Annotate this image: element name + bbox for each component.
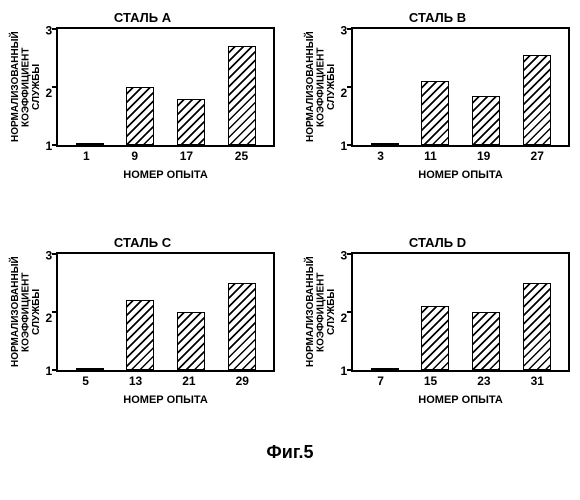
panel-grid: СТАЛЬ А НОРМАЛИЗОВАННЫЙ КОЭФФИЦИЕНТ СЛУЖ… — [10, 10, 570, 430]
ytick: 1 — [341, 140, 348, 152]
xtick: 21 — [182, 374, 195, 388]
xtick: 25 — [235, 149, 248, 163]
ytick: 1 — [46, 365, 53, 377]
ytick-mark — [52, 369, 58, 371]
panel-steel-a: СТАЛЬ А НОРМАЛИЗОВАННЫЙ КОЭФФИЦИЕНТ СЛУЖ… — [10, 10, 275, 205]
xtick: 31 — [531, 374, 544, 388]
bar — [421, 81, 449, 145]
x-axis-label: НОМЕР ОПЫТА — [351, 394, 570, 406]
panel-steel-d: СТАЛЬ D НОРМАЛИЗОВАННЫЙ КОЭФФИЦИЕНТ СЛУЖ… — [305, 235, 570, 430]
xtick: 19 — [477, 149, 490, 163]
bar — [472, 96, 500, 145]
ytick: 2 — [46, 312, 53, 324]
x-axis-label: НОМЕР ОПЫТА — [351, 169, 570, 181]
y-axis-label: НОРМАЛИЗОВАННЫЙ КОЭФФИЦИЕНТ СЛУЖБЫ — [10, 27, 44, 147]
bar — [421, 306, 449, 370]
chart-area: НОРМАЛИЗОВАННЫЙ КОЭФФИЦИЕНТ СЛУЖБЫ 3 2 1 — [305, 27, 570, 147]
ytick: 3 — [46, 250, 53, 262]
xtick: 27 — [531, 149, 544, 163]
xtick: 15 — [424, 374, 437, 388]
ytick-mark — [347, 86, 353, 88]
bar — [76, 368, 104, 370]
chart-area: НОРМАЛИЗОВАННЫЙ КОЭФФИЦИЕНТ СЛУЖБЫ 3 2 1 — [10, 252, 275, 372]
bar — [228, 283, 256, 370]
bar — [126, 300, 154, 370]
bar — [523, 55, 551, 145]
plot-area — [56, 27, 275, 147]
y-axis-label: НОРМАЛИЗОВАННЫЙ КОЭФФИЦИЕНТ СЛУЖБЫ — [305, 252, 339, 372]
x-ticks: 3 11 19 27 — [351, 147, 570, 163]
figure-caption: Фиг.5 — [10, 442, 570, 463]
bar — [177, 312, 205, 370]
bar — [371, 143, 399, 145]
plot-area — [56, 252, 275, 372]
panel-steel-c: СТАЛЬ С НОРМАЛИЗОВАННЫЙ КОЭФФИЦИЕНТ СЛУЖ… — [10, 235, 275, 430]
xtick: 29 — [236, 374, 249, 388]
xtick: 13 — [129, 374, 142, 388]
xtick: 17 — [180, 149, 193, 163]
ytick: 3 — [341, 25, 348, 37]
ytick-mark — [347, 253, 353, 255]
chart-area: НОРМАЛИЗОВАННЫЙ КОЭФФИЦИЕНТ СЛУЖБЫ 3 2 1 — [305, 252, 570, 372]
x-ticks: 7 15 23 31 — [351, 372, 570, 388]
xtick: 7 — [377, 374, 384, 388]
bar — [76, 143, 104, 145]
bar — [228, 46, 256, 145]
x-ticks: 5 13 21 29 — [56, 372, 275, 388]
y-axis-label: НОРМАЛИЗОВАННЫЙ КОЭФФИЦИЕНТ СЛУЖБЫ — [305, 27, 339, 147]
plot-area — [351, 27, 570, 147]
xtick: 5 — [82, 374, 89, 388]
xtick: 1 — [83, 149, 90, 163]
figure-page: СТАЛЬ А НОРМАЛИЗОВАННЫЙ КОЭФФИЦИЕНТ СЛУЖ… — [0, 0, 580, 500]
ytick-mark — [347, 28, 353, 30]
xtick: 9 — [131, 149, 138, 163]
bar — [472, 312, 500, 370]
xtick: 23 — [477, 374, 490, 388]
y-axis-label: НОРМАЛИЗОВАННЫЙ КОЭФФИЦИЕНТ СЛУЖБЫ — [10, 252, 44, 372]
ytick: 2 — [46, 87, 53, 99]
bar — [371, 368, 399, 370]
ytick-mark — [347, 144, 353, 146]
ytick-mark — [52, 28, 58, 30]
bar — [126, 87, 154, 145]
plot-area — [351, 252, 570, 372]
ytick: 3 — [46, 25, 53, 37]
x-ticks: 1 9 17 25 — [56, 147, 275, 163]
x-axis-label: НОМЕР ОПЫТА — [56, 169, 275, 181]
chart-area: НОРМАЛИЗОВАННЫЙ КОЭФФИЦИЕНТ СЛУЖБЫ 3 2 1 — [10, 27, 275, 147]
ytick-mark — [52, 311, 58, 313]
ytick: 2 — [341, 87, 348, 99]
ytick: 1 — [341, 365, 348, 377]
ytick-mark — [52, 86, 58, 88]
x-axis-label: НОМЕР ОПЫТА — [56, 394, 275, 406]
xtick: 3 — [377, 149, 384, 163]
bar — [523, 283, 551, 370]
ytick: 2 — [341, 312, 348, 324]
ytick-mark — [347, 369, 353, 371]
bar — [177, 99, 205, 145]
panel-steel-b: СТАЛЬ В НОРМАЛИЗОВАННЫЙ КОЭФФИЦИЕНТ СЛУЖ… — [305, 10, 570, 205]
ytick: 1 — [46, 140, 53, 152]
ytick-mark — [52, 144, 58, 146]
ytick-mark — [347, 311, 353, 313]
ytick-mark — [52, 253, 58, 255]
xtick: 11 — [424, 149, 437, 163]
ytick: 3 — [341, 250, 348, 262]
